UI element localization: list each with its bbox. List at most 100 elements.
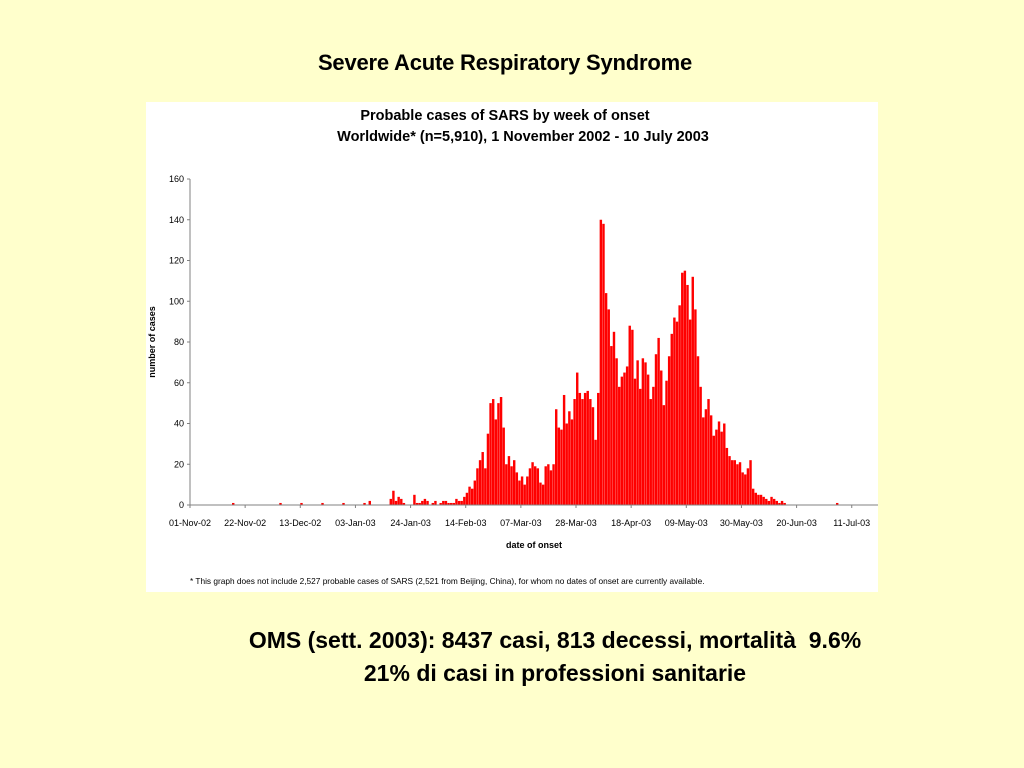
bar [573,399,576,505]
bar [646,374,650,505]
bar [835,502,839,505]
bar [518,480,521,505]
x-tick-label: 18-Apr-03 [611,518,651,528]
bar [702,417,705,505]
bar [610,346,613,505]
bar [581,399,584,505]
bar [512,460,516,505]
bar [639,388,642,505]
bar [423,498,427,505]
chart-title-line2: Worldwide* (n=5,910), 1 November 2002 - … [337,129,709,145]
bar [478,460,482,505]
bar [400,498,403,505]
y-axis-label: number of cases [147,306,157,378]
bar [368,500,371,505]
bar [681,272,684,505]
bar [717,421,721,505]
bar [720,431,723,505]
bar [523,484,526,505]
bar [392,490,395,505]
bar [389,498,392,505]
chart-panel: Probable cases of SARS by week of onset … [146,102,878,592]
bar [552,464,555,505]
bar [544,466,547,505]
x-tick-label: 24-Jan-03 [390,518,431,528]
bar [539,482,542,505]
bar [507,456,511,505]
bar [557,427,561,505]
bar [232,502,235,505]
bar [746,468,750,505]
bar [707,399,710,505]
bar [494,419,498,505]
bar [549,470,553,505]
bar [578,392,582,505]
bar [591,407,595,505]
bar [686,284,689,505]
y-tick-label: 20 [174,459,184,469]
bar [520,476,524,505]
x-tick-label: 22-Nov-02 [224,518,266,528]
y-tick-label: 80 [174,337,184,347]
bar [300,502,303,505]
bar [767,500,771,505]
y-tick-label: 160 [169,174,184,184]
x-tick-label: 13-Dec-02 [279,518,321,528]
bar [618,386,621,505]
bar [736,464,739,505]
bar [699,386,702,505]
bar [728,456,731,505]
bar [770,496,773,505]
bar [476,468,479,505]
bar [641,358,645,505]
bar [431,502,435,505]
bar [491,399,495,505]
bar [555,409,558,505]
y-tick-label: 140 [169,215,184,225]
x-tick-label: 28-Mar-03 [555,518,597,528]
bar [531,462,534,505]
bar [489,403,492,505]
bar [604,293,608,505]
bar [704,409,708,505]
bar [279,502,282,505]
bar [515,472,519,505]
bar [741,472,744,505]
bar [576,372,579,505]
bar [560,429,563,505]
bar [780,500,784,505]
bar [649,399,652,505]
slide-title: Severe Acute Respiratory Syndrome [317,50,693,75]
bar [434,500,437,505]
x-axis-label: date of onset [506,540,562,550]
bar [644,362,647,505]
bar [510,466,513,505]
bar [730,460,734,505]
bar [783,502,786,505]
bar [528,468,532,505]
bar [772,498,776,505]
bar [449,502,453,505]
bar [723,423,726,505]
bar [607,309,610,505]
bar [413,494,416,505]
y-tick-label: 0 [179,500,184,510]
bar [484,468,487,505]
bar [754,492,757,505]
bar [751,488,755,505]
bar [694,309,697,505]
x-tick-label: 03-Jan-03 [335,518,376,528]
y-tick-label: 100 [169,296,184,306]
bar [586,390,589,505]
bar [615,358,618,505]
caption-line-2: 21% di casi in professioni sanitarie [363,660,747,686]
bar [636,360,639,505]
bar [394,500,398,505]
bar [447,502,450,505]
bar [654,354,658,505]
bar [473,480,477,505]
bar [631,329,634,505]
bar [536,468,540,505]
bar [709,415,713,505]
bar [499,397,503,505]
